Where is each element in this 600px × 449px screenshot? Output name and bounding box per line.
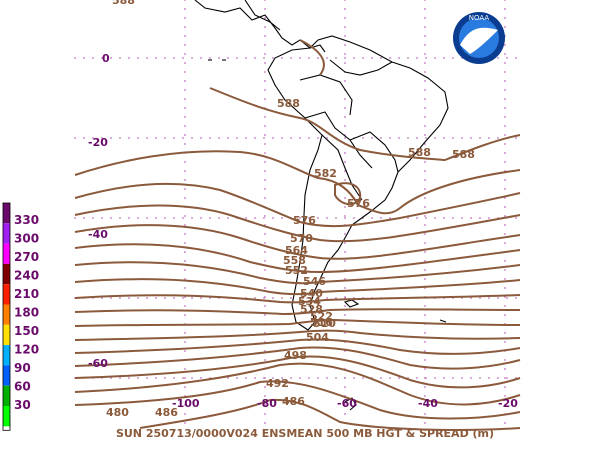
contour-558 <box>74 243 521 274</box>
contour-label: 588 <box>112 0 135 7</box>
colorbar-swatch <box>3 365 10 386</box>
contour-label: 534 <box>298 295 321 308</box>
colorbar-swatch <box>3 385 10 406</box>
contour-label: 498 <box>284 349 307 362</box>
colorbar-swatch <box>3 304 10 325</box>
contour-label: 588 <box>277 97 300 110</box>
lat-lon-labels: 0 -20 -40 -60 -100 -80 -60 -40 -20 <box>88 52 518 410</box>
contour-label: 480 <box>106 406 129 419</box>
latitude-label: -20 <box>88 136 108 149</box>
contour-576 <box>74 182 521 228</box>
colorbar-swatch <box>3 324 10 346</box>
contour-552 <box>74 261 521 285</box>
colorbar-label: 60 <box>14 380 31 394</box>
contour-label: 540 <box>300 287 323 300</box>
contour-510 <box>74 346 521 370</box>
colorbar-swatch <box>3 284 10 305</box>
contour-546 <box>74 278 521 296</box>
noaa-logo: NOAA <box>453 12 505 64</box>
spread-colorbar: 330 300 270 240 210 180 150 120 90 60 30 <box>2 202 39 431</box>
contour-504 <box>74 355 521 389</box>
colorbar-swatch <box>3 203 10 224</box>
contour-label: 492 <box>266 377 289 390</box>
logo-text: NOAA <box>469 14 490 22</box>
contour-582 <box>74 150 521 215</box>
longitude-label: -40 <box>418 397 438 410</box>
contour-label: 486 <box>282 395 305 408</box>
contour-label: 588 <box>452 148 475 161</box>
contour-label: 516 <box>310 316 333 329</box>
map-footer-title: SUN 250713/0000V024 ENSMEAN 500 MB HGT &… <box>116 427 494 440</box>
contour-label: 570 <box>290 232 313 245</box>
contour-label: 504 <box>306 331 329 344</box>
colorbar-frame <box>2 202 11 431</box>
latitude-label: -40 <box>88 228 108 241</box>
contour-516 <box>74 338 521 355</box>
contour-534 <box>74 308 521 316</box>
contour-576-closed <box>334 182 362 206</box>
longitude-label: -100 <box>172 397 200 410</box>
contour-label: 510 <box>313 317 336 330</box>
colorbar-label: 240 <box>14 269 39 283</box>
contour-label: 588 <box>408 146 431 159</box>
contour-540 <box>74 294 521 304</box>
colorbar-label: 180 <box>14 306 39 320</box>
longitude-label: -20 <box>498 397 518 410</box>
colorbar-swatch <box>3 345 10 366</box>
contour-label: 576 <box>347 197 370 210</box>
colorbar-swatch <box>3 223 10 244</box>
contour-label: 528 <box>300 303 323 316</box>
contour-564 <box>74 224 521 260</box>
colorbar-swatch <box>3 263 10 285</box>
contour-label: 552 <box>285 264 308 277</box>
colorbar-swatch <box>3 406 10 427</box>
contour-588-north <box>209 87 521 162</box>
colorbar-swatch <box>3 243 10 264</box>
height-contours <box>74 39 521 431</box>
colorbar-label: 330 <box>14 213 39 227</box>
contour-label: 522 <box>310 310 333 323</box>
colorbar-label: 300 <box>14 232 39 246</box>
longitude-label: -60 <box>337 397 357 410</box>
contour-588-ne <box>299 39 325 76</box>
colorbar-label: 210 <box>14 287 39 301</box>
latitude-label: 0 <box>102 52 110 65</box>
contour-label: 582 <box>314 167 337 180</box>
contour-570 <box>74 204 521 243</box>
colorbar-label: 270 <box>14 250 39 264</box>
coastline <box>194 0 449 411</box>
contour-label: 546 <box>303 275 326 288</box>
contour-492 <box>74 380 521 420</box>
colorbar-label: 30 <box>14 398 31 412</box>
contour-486 <box>139 398 521 431</box>
contour-label: 576 <box>293 214 316 227</box>
contour-528 <box>74 318 521 327</box>
longitude-label: -80 <box>257 397 277 410</box>
contour-label: 486 <box>155 406 178 419</box>
contour-label: 564 <box>285 244 308 257</box>
colorbar-label: 150 <box>14 324 39 338</box>
contour-498 <box>74 362 521 406</box>
contour-label: 558 <box>283 254 306 267</box>
latitude-label: -60 <box>88 357 108 370</box>
colorbar-label: 90 <box>14 361 31 375</box>
contour-522 <box>74 329 521 341</box>
colorbar-label: 120 <box>14 343 39 357</box>
